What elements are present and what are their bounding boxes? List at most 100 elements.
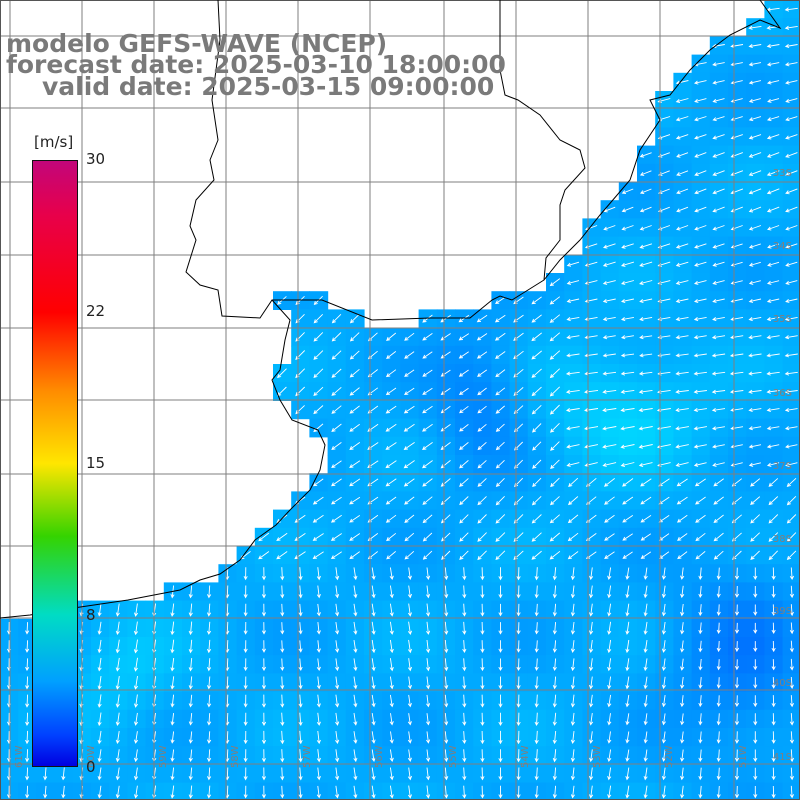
wind-arrow: [766, 371, 780, 376]
wind-arrow: [280, 567, 285, 581]
wind-arrow: [188, 785, 193, 799]
wind-arrow: [407, 639, 413, 654]
wind-arrow: [280, 603, 285, 617]
wind-arrow: [570, 658, 575, 672]
wind-arrow: [785, 462, 798, 467]
wind-arrow: [371, 731, 376, 744]
wind-arrow: [498, 785, 503, 799]
wind-arrow: [712, 152, 725, 158]
wind-arrow: [552, 749, 557, 763]
wind-arrow: [748, 98, 761, 103]
wind-arrow: [331, 496, 342, 505]
wind-arrow: [675, 335, 689, 340]
wind-arrow: [426, 621, 431, 635]
wind-arrow: [620, 280, 635, 285]
wind-arrow: [480, 621, 485, 635]
wind-arrow: [570, 676, 575, 690]
wind-arrow: [753, 767, 758, 781]
longitude-label: 51W: [738, 745, 749, 768]
wind-arrow: [335, 749, 340, 763]
colorbar-tick-8: 8: [86, 606, 96, 624]
wind-arrow: [444, 585, 449, 599]
wind-arrow: [552, 694, 557, 708]
wind-arrow: [695, 551, 706, 560]
wind-arrow: [534, 767, 539, 781]
wind-arrow: [243, 567, 248, 581]
wind-arrow: [584, 444, 598, 449]
wind-arrow: [170, 694, 175, 708]
wind-arrow: [422, 532, 433, 542]
wind-arrow: [675, 426, 689, 431]
wind-arrow: [97, 785, 102, 799]
wind-arrow: [335, 622, 340, 635]
wind-arrow: [602, 462, 617, 467]
wind-arrow: [276, 551, 288, 560]
wind-arrow: [258, 532, 270, 542]
wind-arrow: [622, 533, 633, 541]
wind-arrow: [280, 640, 285, 653]
wind-arrow: [353, 603, 358, 617]
wind-arrow: [298, 749, 303, 763]
wind-arrow: [698, 640, 703, 653]
wind-arrow: [566, 353, 580, 358]
wind-arrow: [480, 767, 485, 781]
wind-arrow: [206, 731, 212, 744]
wind-arrow: [607, 585, 612, 599]
wind-arrow: [712, 98, 725, 103]
wind-arrow: [516, 658, 521, 672]
wind-arrow: [170, 749, 175, 763]
wind-arrow: [789, 604, 794, 617]
wind-arrow: [477, 460, 487, 469]
wind-arrow: [643, 785, 648, 799]
wind-arrow: [444, 731, 449, 744]
wind-arrow: [784, 371, 798, 376]
wind-arrow: [349, 496, 361, 505]
wind-arrow: [353, 712, 358, 726]
wind-arrow: [680, 785, 685, 799]
wind-arrow: [426, 676, 431, 690]
wind-arrow: [716, 695, 721, 708]
wind-arrow: [115, 712, 120, 727]
wind-arrow: [786, 514, 797, 524]
wind-arrow: [784, 43, 798, 49]
wind-arrow: [753, 731, 758, 744]
wind-arrow: [711, 407, 726, 413]
wind-arrow: [750, 478, 761, 487]
wind-arrow: [625, 676, 630, 690]
wind-arrow: [640, 478, 652, 487]
wind-arrow: [789, 567, 795, 581]
wind-arrow: [407, 767, 413, 781]
wind-arrow: [494, 332, 506, 341]
wind-arrow: [748, 261, 761, 267]
wind-arrow: [133, 731, 139, 744]
wind-arrow: [766, 444, 780, 449]
wind-arrow: [693, 426, 707, 431]
wind-arrow: [570, 731, 575, 745]
wind-arrow: [639, 188, 652, 195]
wind-arrow: [459, 460, 469, 469]
wind-arrow: [565, 371, 580, 376]
wind-arrow: [552, 730, 557, 745]
wind-arrow: [261, 676, 266, 690]
wind-arrow: [261, 749, 266, 763]
wind-arrow: [621, 243, 634, 249]
wind-arrow: [353, 621, 358, 635]
wind-arrow: [748, 170, 762, 177]
wind-arrow: [789, 749, 795, 763]
wind-arrow: [698, 785, 703, 799]
wind-arrow: [534, 658, 539, 672]
wind-arrow: [280, 767, 285, 781]
wind-arrow: [676, 152, 689, 158]
wind-arrow: [753, 749, 758, 763]
wind-arrow: [353, 694, 358, 708]
wind-arrow: [766, 280, 780, 285]
wind-arrow: [389, 603, 394, 617]
wind-arrow: [97, 603, 102, 617]
wind-arrow: [675, 98, 689, 103]
wind-arrow: [712, 116, 725, 122]
wind-arrow: [584, 389, 599, 394]
wind-arrow: [584, 408, 599, 413]
wind-arrow: [694, 116, 707, 122]
wind-arrow: [680, 749, 685, 762]
wind-arrow: [693, 335, 707, 340]
